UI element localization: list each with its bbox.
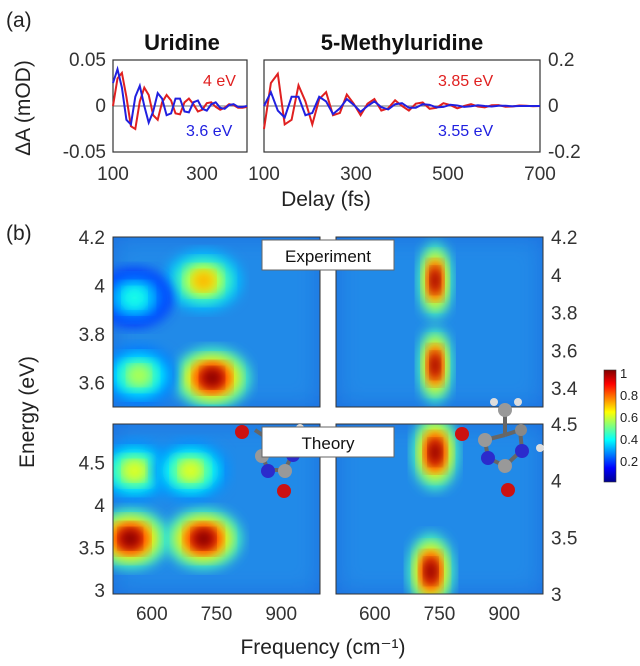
ytick-label: 3.4 [551, 379, 578, 400]
xtick-label: 600 [359, 604, 391, 625]
theory-label: Theory [302, 434, 355, 453]
xtick-label: 900 [265, 604, 297, 625]
experiment-label: Experiment [285, 247, 371, 266]
xtick-label: 100 [248, 164, 280, 185]
ytick-label: -0.2 [548, 142, 581, 163]
ytick-label: 3.5 [79, 538, 105, 559]
molecule-methyluridine-icon [455, 398, 544, 497]
heatmap-peak [424, 558, 438, 584]
heatmap-peak [201, 367, 224, 388]
heatmap-peak [192, 270, 215, 291]
ytick-label: 0.05 [69, 50, 106, 71]
ylabel-energy: Energy (eV) [16, 356, 39, 468]
xtick-label: 900 [488, 604, 520, 625]
ytick-label: 4.5 [79, 453, 105, 474]
panel-label-b: (b) [6, 222, 32, 245]
xtick-label: 600 [136, 604, 168, 625]
xtick-label: 300 [186, 164, 218, 185]
ytick-label: 4.2 [551, 228, 577, 249]
ytick-label: 3.8 [79, 325, 105, 346]
series-label-4ev: 4 eV [203, 73, 236, 90]
ytick-label: 0 [548, 96, 559, 117]
colorbar-tick: 0.8 [620, 388, 638, 403]
ytick-label: -0.05 [63, 142, 106, 163]
series-line [263, 89, 540, 120]
series-line [112, 65, 248, 127]
xtick-label: 750 [201, 604, 233, 625]
xtick-label: 300 [340, 164, 372, 185]
ytick-label: 0 [95, 96, 106, 117]
heatmap-peak [123, 287, 146, 308]
heatmap-frame [112, 423, 321, 595]
trace-panel-uridine [112, 59, 248, 153]
ytick-label: 4 [94, 277, 105, 298]
xlabel-frequency: Frequency (cm⁻¹) [240, 636, 405, 659]
ytick-label: 3.8 [551, 304, 577, 325]
colorbar-tick: 0.6 [620, 410, 638, 425]
series-label-3-6ev: 3.6 eV [186, 123, 233, 140]
ytick-label: 4.5 [551, 415, 577, 436]
colorbar [603, 369, 617, 483]
ytick-label: 3.6 [79, 374, 105, 395]
chart-title-uridine: Uridine [144, 30, 220, 55]
ytick-label: 3.5 [551, 528, 577, 549]
xtick-label: 700 [524, 164, 556, 185]
heatmap-field [336, 424, 543, 594]
heatmap-peak [430, 352, 441, 378]
ytick-label: 3 [551, 585, 562, 606]
heatmap-peak [179, 460, 202, 481]
xlabel-delay: Delay (fs) [281, 188, 371, 211]
heatmap-theory-methyluridine: 4.5 4 3.5 3 600 750 900 [335, 415, 577, 625]
ytick-label: 3.6 [551, 341, 577, 362]
heatmap-peak [119, 528, 142, 549]
xtick-label: 750 [424, 604, 456, 625]
experiment-label-box [261, 239, 395, 271]
series-line [263, 71, 541, 130]
heatmap-experiment-uridine: 4.2 4 3.8 3.6 [79, 228, 321, 408]
trace-panel-methyluridine [263, 59, 541, 153]
heatmap-field [336, 237, 543, 407]
heatmap-peak [430, 267, 441, 293]
heatmap-peak [123, 460, 146, 481]
series-label-3-55ev: 3.55 eV [438, 123, 493, 140]
ytick-label: 4 [94, 496, 105, 517]
xtick-label: 100 [97, 164, 129, 185]
heatmap-peak [428, 439, 442, 465]
heatmap-frame [112, 236, 321, 408]
ylabel-delta-a: ΔA (mOD) [12, 60, 35, 156]
heatmap-frame [335, 236, 544, 408]
heatmap-experiment-methyluridine: 4.2 4 3.8 3.6 3.4 [335, 228, 578, 408]
colorbar-tick: 0.4 [620, 432, 638, 447]
ytick-label: 0.2 [548, 50, 574, 71]
chart-title-methyluridine: 5-Methyluridine [321, 30, 484, 55]
ytick-label: 4 [551, 266, 562, 287]
ytick-label: 4 [551, 472, 562, 493]
series-label-3-85ev: 3.85 eV [438, 73, 493, 90]
heatmap-field [113, 237, 320, 407]
heatmap-peak [192, 528, 215, 549]
colorbar-tick: 1 [620, 366, 627, 381]
colorbar-tick: 0.2 [620, 454, 638, 469]
heatmap-frame [335, 423, 544, 595]
theory-label-box [261, 426, 395, 458]
ytick-label: 4.2 [79, 228, 105, 249]
panel-label-a: (a) [6, 9, 32, 32]
ytick-label: 3 [94, 581, 105, 602]
xtick-label: 500 [432, 164, 464, 185]
heatmap-peak [127, 365, 150, 386]
